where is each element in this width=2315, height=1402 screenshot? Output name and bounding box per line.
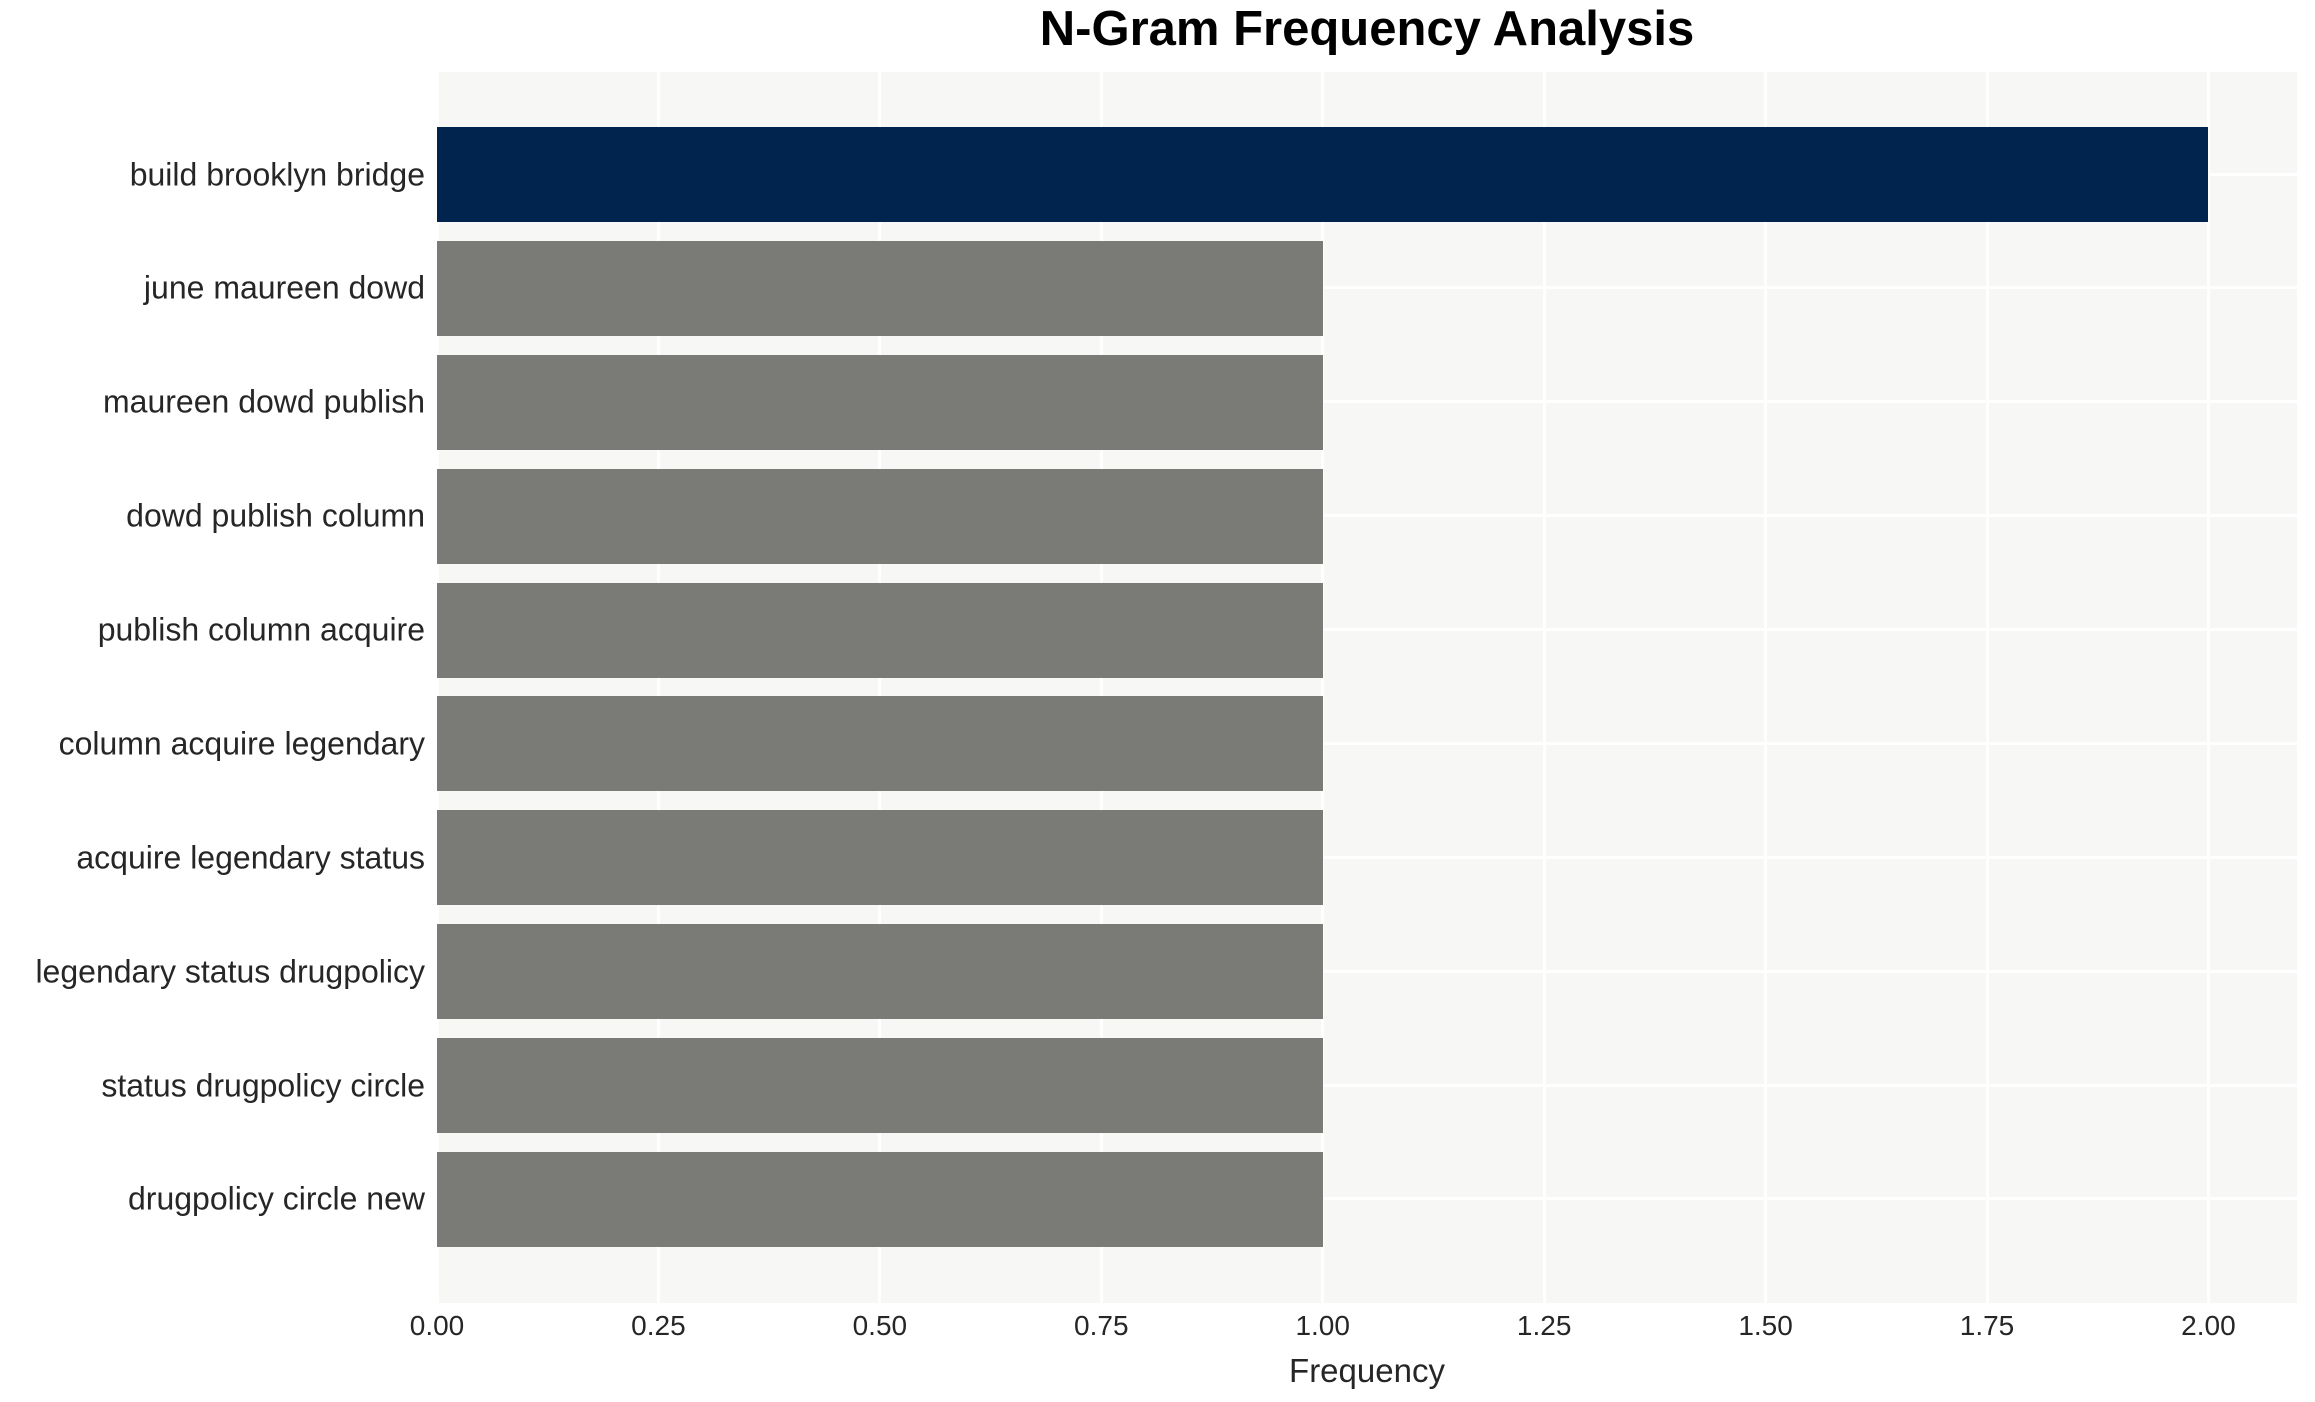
bar-row: june maureen dowd [144, 240, 2297, 336]
chart-title: N-Gram Frequency Analysis [1039, 2, 1695, 56]
vertical-gridline [656, 72, 660, 1303]
category-label: column acquire legendary [58, 725, 425, 762]
vertical-gridline [1099, 72, 1103, 1303]
bar [437, 924, 1323, 1020]
vertical-gridline [1542, 72, 1546, 1303]
bar-row: maureen dowd publish [103, 354, 2297, 450]
vertical-gridline [1985, 72, 1989, 1303]
horizontal-gridline [437, 969, 2297, 973]
horizontal-gridline [437, 1197, 2297, 1201]
bar [437, 1151, 1323, 1247]
x-tick-label: 1.25 [1516, 1310, 1572, 1341]
bar [437, 127, 2209, 222]
bar [437, 240, 1323, 336]
bar [437, 696, 1323, 792]
bar [437, 582, 1323, 678]
bar-row: legendary status drugpolicy [35, 924, 2297, 1020]
category-label: maureen dowd publish [103, 383, 425, 420]
bar-row: status drugpolicy circle [101, 1038, 2297, 1133]
bar-series: build brooklyn bridge june maureen dowd ma… [35, 72, 2297, 1303]
horizontal-gridline [437, 628, 2297, 631]
horizontal-gridline [437, 1083, 2297, 1087]
plot-area: build brooklyn bridge june maureen dowd ma… [35, 72, 2297, 1303]
horizontal-gridline [437, 741, 2297, 745]
category-label: build brooklyn bridge [129, 156, 425, 192]
horizontal-gridline [437, 514, 2297, 518]
bar [437, 468, 1323, 564]
bar [437, 354, 1323, 450]
category-label: june maureen dowd [143, 269, 425, 306]
category-label: drugpolicy circle new [127, 1180, 425, 1217]
bar [437, 810, 1323, 906]
bar-row: dowd publish column [126, 468, 2297, 564]
bar-row: column acquire legendary [59, 696, 2297, 792]
x-axis-label: Frequency [1289, 1352, 1445, 1389]
vertical-gridline [2206, 72, 2210, 1303]
category-label: publish column acquire [97, 611, 425, 648]
vertical-gridline [1764, 72, 1768, 1303]
bar-row: build brooklyn bridge [130, 127, 2297, 222]
x-tick-label: 1.50 [1738, 1310, 1793, 1341]
x-tick-label: 0.00 [409, 1310, 465, 1341]
category-label: acquire legendary status [76, 839, 425, 876]
category-label: status drugpolicy circle [101, 1067, 425, 1103]
vertical-gridline [1321, 72, 1325, 1303]
vertical-gridline [435, 72, 439, 1303]
vertical-gridline [878, 72, 882, 1303]
horizontal-gridline [437, 286, 2297, 290]
x-tick-label: 0.25 [631, 1310, 686, 1341]
bar-row: acquire legendary status [76, 810, 2297, 906]
bar [437, 1038, 1323, 1133]
category-label: dowd publish column [126, 497, 425, 534]
bar-row: drugpolicy circle new [128, 1151, 2297, 1247]
x-tick-label: 0.75 [1074, 1310, 1129, 1341]
horizontal-gridline [437, 400, 2297, 404]
x-tick-label: 1.75 [1959, 1310, 2015, 1341]
x-tick-label: 1.00 [1295, 1310, 1350, 1341]
x-tick-label: 2.00 [2181, 1310, 2236, 1341]
horizontal-gridline [437, 855, 2297, 859]
x-tick-label: 0.50 [852, 1310, 908, 1341]
category-label: legendary status drugpolicy [35, 953, 425, 990]
x-axis: 0.00 0.25 0.50 0.75 1.00 1.25 1.50 1.75 2.00 [410, 1303, 2297, 1402]
bar-row: publish column acquire [98, 582, 2297, 678]
